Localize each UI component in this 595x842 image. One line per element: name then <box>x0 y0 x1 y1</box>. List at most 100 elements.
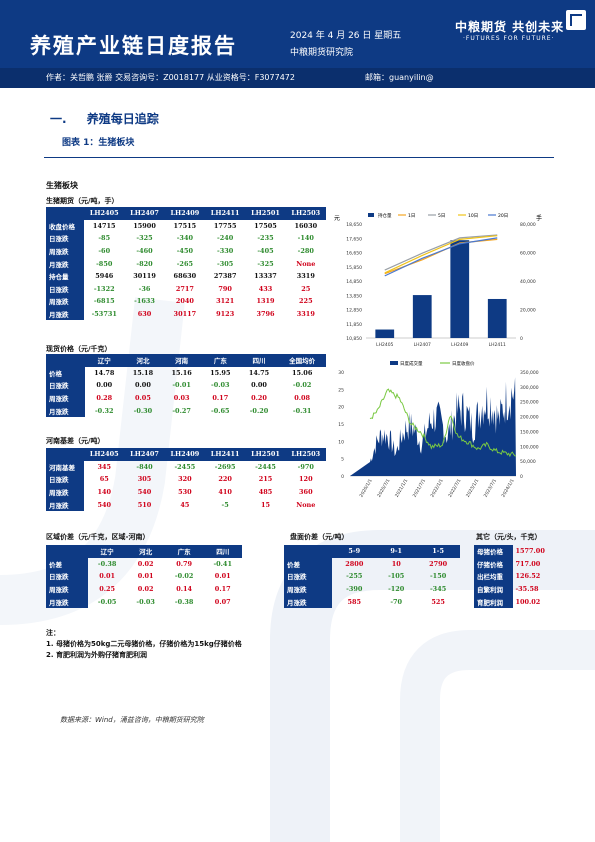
left-tick-label: 18,650 <box>346 222 362 228</box>
futures-caption: 生猪期货（元/吨，手） <box>46 197 119 205</box>
row-label: 周涨跌 <box>46 295 85 308</box>
table-cell: 68630 <box>173 272 197 281</box>
legend-label: 10日 <box>468 213 478 219</box>
row-label: 价格 <box>46 366 85 380</box>
table-row: 月涨跌 -0.05 -0.03 -0.38 0.07 <box>46 595 242 608</box>
table-cell: -0.30 <box>133 406 153 415</box>
left-tick-label: 17,650 <box>346 236 362 242</box>
row-label: 仔猪价格 <box>474 557 514 571</box>
author-email: 邮箱：guanyilin@ <box>365 73 434 82</box>
table-row: 日涨跌 -85 -325 -340 -240 -235 -140 <box>46 232 326 245</box>
table-row: 育肥利润 100.02 <box>474 595 556 608</box>
table-cell: 0.25 <box>99 585 116 594</box>
table-cell: -70 <box>390 597 403 606</box>
table-cell: 3319 <box>296 272 315 281</box>
column-header: LH2503 <box>285 207 326 220</box>
table-cell: 5946 <box>95 272 114 281</box>
table-row: 价格 14.78 15.18 15.16 15.95 14.75 15.06 <box>46 366 326 380</box>
notes-title: 注： <box>46 629 60 637</box>
table-cell: 15900 <box>133 221 156 230</box>
table-row: 月涨跌 -53731 630 30117 9123 3796 3319 <box>46 307 326 321</box>
volume-area <box>350 377 516 476</box>
table-cell: 433 <box>258 284 273 293</box>
left-tick-label: 5 <box>341 457 344 463</box>
table-row: 月涨跌 -0.32 -0.30 -0.27 -0.65 -0.20 -0.31 <box>46 404 326 417</box>
table-cell: 530 <box>178 488 192 497</box>
table-cell: 0.01 <box>99 572 116 581</box>
others-table: 母猪价格 1577.00 仔猪价格 717.00 出栏均重 126.52 自繁利润 -35.5… <box>474 545 556 608</box>
table-cell: 0.05 <box>135 394 151 403</box>
series-line <box>384 234 498 271</box>
table-cell: 540 <box>137 488 152 497</box>
x-tick-label: LH2411 <box>489 342 506 348</box>
left-axis-label: 元 <box>334 215 340 222</box>
table-row: 周涨跌 -6815 -1633 2040 3121 1319 225 <box>46 295 326 308</box>
basis-caption: 河南基差（元/吨） <box>46 437 105 445</box>
row-label: 月涨跌 <box>46 257 85 270</box>
column-header: 广东 <box>200 354 240 367</box>
table-cell: -345 <box>429 585 447 594</box>
table-cell: -140 <box>297 234 314 243</box>
row-label: 母猪价格 <box>474 545 514 558</box>
row-label: 价差 <box>284 557 333 571</box>
table-cell: 320 <box>178 475 192 484</box>
right-tick-label: 0 <box>520 336 523 342</box>
table-header-row: 辽宁 河北 河南 广东 四川 全国均价 <box>46 354 326 367</box>
x-tick-label: LH2407 <box>414 342 431 348</box>
column-header: 辽宁 <box>87 545 127 558</box>
brand-slogan: 中粮期货 共创未来 <box>455 20 565 34</box>
column-header: 1-5 <box>416 545 460 558</box>
table-cell: -105 <box>388 572 405 581</box>
table-cell: -450 <box>176 247 193 256</box>
right-tick-label: 0 <box>520 474 523 480</box>
row-label: 价差 <box>46 557 88 571</box>
table-cell: -330 <box>217 247 234 256</box>
table-cell: 17505 <box>254 221 277 230</box>
row-label: 持仓量 <box>46 269 85 283</box>
column-header <box>46 354 85 367</box>
x-tick-label: 2021/1/1 <box>394 478 409 499</box>
table-cell: 1319 <box>256 297 275 306</box>
table-header-row: 5-9 9-1 1-5 <box>284 545 460 558</box>
table-cell: -35.58 <box>515 585 539 594</box>
legend-label: 1日 <box>408 213 415 219</box>
left-tick-label: 14,850 <box>346 279 362 285</box>
spot-caption: 现货价格（元/千克） <box>46 345 112 353</box>
column-header: 9-1 <box>376 545 417 558</box>
table-row: 自繁利润 -35.58 <box>474 582 556 596</box>
table-cell: 10 <box>391 559 401 568</box>
x-tick-label: 2022/7/1 <box>447 478 462 499</box>
row-label: 周涨跌 <box>284 582 333 596</box>
table-cell: 17515 <box>173 221 197 230</box>
column-header: LH2501 <box>245 448 286 461</box>
table-cell: 525 <box>431 597 445 606</box>
figure-title: 图表 1：生猪板块 <box>62 138 135 148</box>
table-cell: 126.52 <box>515 572 541 581</box>
table-cell: -820 <box>136 259 153 268</box>
x-tick-label: 2024/1/1 <box>500 478 515 499</box>
volume-price-chart: 日度成交量 日度收盘价 30 25 20 15 10 5 0 350,000 300,000 250,… <box>338 360 538 499</box>
row-label: 育肥利润 <box>474 595 514 608</box>
table-cell: 0.02 <box>137 585 154 594</box>
table-row: 月涨跌 585 -70 525 <box>284 595 460 608</box>
x-tick-label: 2020/7/1 <box>376 478 391 499</box>
table-header-row: LH2405 LH2407 LH2409 LH2411 LH2501 LH2503 <box>46 207 326 220</box>
column-header: LH2405 <box>84 207 125 220</box>
x-tick-label: 2022/1/1 <box>429 478 444 499</box>
table-cell: 14715 <box>92 221 116 230</box>
table-row: 周涨跌 140 540 530 410 485 360 <box>46 485 326 499</box>
row-label: 日涨跌 <box>284 570 333 583</box>
row-label: 月涨跌 <box>46 498 85 511</box>
table-cell: -120 <box>388 585 405 594</box>
table-cell: 0.03 <box>173 394 190 403</box>
table-cell: -53731 <box>91 310 117 319</box>
others-caption: 其它（元/头，千克） <box>476 533 542 541</box>
table-cell: 25 <box>301 284 311 293</box>
row-label: 周涨跌 <box>46 582 88 596</box>
table-cell: -255 <box>346 572 363 581</box>
table-cell: 0.00 <box>96 381 113 390</box>
column-header: 四川 <box>203 545 242 558</box>
table-cell: 15.18 <box>132 368 154 377</box>
column-header <box>46 207 85 220</box>
basis-table: LH2405 LH2407 LH2409 LH2411 LH2501 LH2503 河南基差… <box>46 448 326 511</box>
